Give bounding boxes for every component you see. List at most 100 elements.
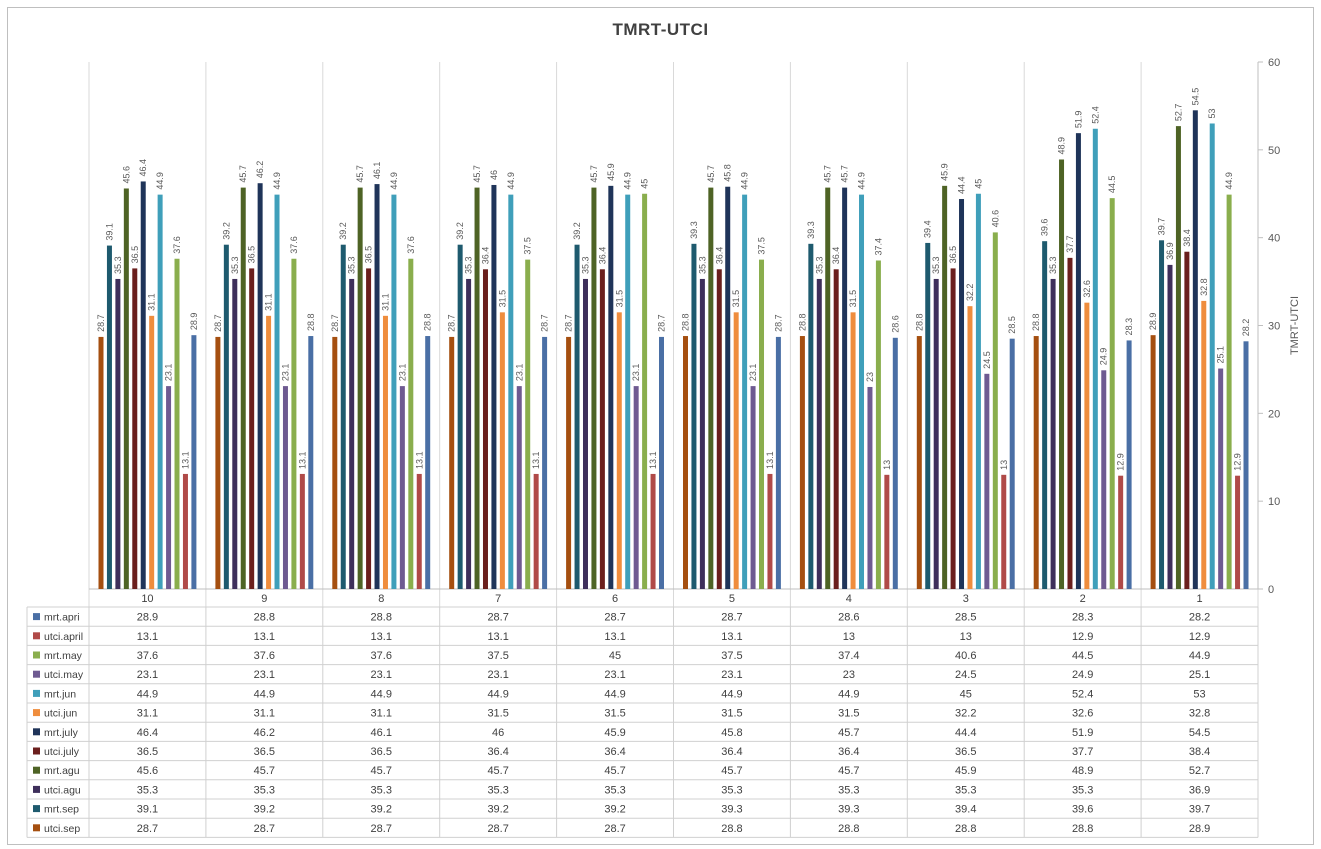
table-cell: 28.7 bbox=[487, 612, 508, 624]
data-label: 28.8 bbox=[797, 314, 807, 332]
table-cell: 39.3 bbox=[721, 804, 742, 816]
chart-frame bbox=[7, 7, 1314, 845]
data-label: 31.1 bbox=[147, 293, 157, 311]
data-label: 44.4 bbox=[957, 176, 967, 194]
y-tick-label: 40 bbox=[1268, 233, 1280, 245]
bar bbox=[975, 193, 981, 589]
bar bbox=[1209, 123, 1215, 589]
y-tick-label: 60 bbox=[1268, 57, 1280, 69]
data-label: 37.5 bbox=[523, 237, 533, 255]
bar bbox=[775, 336, 781, 589]
table-cell: 45.7 bbox=[604, 765, 625, 777]
data-label: 32.2 bbox=[965, 284, 975, 302]
category-label: 1 bbox=[1196, 593, 1202, 605]
legend-key bbox=[33, 747, 40, 755]
table-cell: 28.7 bbox=[604, 612, 625, 624]
bar bbox=[984, 373, 990, 589]
data-label: 44.9 bbox=[740, 172, 750, 190]
table-cell: 44.5 bbox=[1072, 650, 1093, 662]
bar bbox=[98, 336, 104, 589]
data-label: 45.7 bbox=[706, 165, 716, 183]
data-label: 25.1 bbox=[1216, 346, 1226, 364]
bar bbox=[691, 243, 697, 589]
data-label: 45.7 bbox=[472, 165, 482, 183]
table-cell: 32.6 bbox=[1072, 708, 1093, 720]
table-cell: 36.4 bbox=[604, 746, 625, 758]
data-label: 36.9 bbox=[1165, 242, 1175, 260]
table-cell: 45.9 bbox=[955, 765, 976, 777]
data-label: 35.3 bbox=[230, 256, 240, 274]
bar bbox=[399, 386, 405, 589]
bar bbox=[1175, 126, 1181, 589]
data-label: 39.2 bbox=[338, 222, 348, 240]
bar bbox=[825, 187, 831, 589]
bar bbox=[742, 194, 748, 589]
data-label: 24.9 bbox=[1099, 348, 1109, 366]
data-label: 28.7 bbox=[330, 314, 340, 332]
data-label: 44.9 bbox=[155, 172, 165, 190]
bar bbox=[650, 473, 656, 589]
table-cell: 45.7 bbox=[371, 765, 392, 777]
category-label: 7 bbox=[495, 593, 501, 605]
data-label: 13 bbox=[882, 460, 892, 470]
table-cell: 44.9 bbox=[137, 688, 158, 700]
data-label: 31.1 bbox=[380, 293, 390, 311]
table-cell: 45.6 bbox=[137, 765, 158, 777]
data-label: 39.7 bbox=[1157, 218, 1167, 236]
bar bbox=[132, 268, 138, 589]
table-cell: 45 bbox=[609, 650, 621, 662]
table-cell: 31.5 bbox=[487, 708, 508, 720]
bar bbox=[716, 269, 722, 589]
table-cell: 23.1 bbox=[487, 669, 508, 681]
bar bbox=[942, 185, 948, 589]
data-label: 12.9 bbox=[1116, 453, 1126, 471]
table-cell: 28.8 bbox=[955, 823, 976, 835]
bar bbox=[633, 386, 639, 589]
table-cell: 28.8 bbox=[838, 823, 859, 835]
legend-label: mrt.apri bbox=[44, 612, 80, 624]
table-cell: 39.1 bbox=[137, 804, 158, 816]
table-cell: 36.5 bbox=[955, 746, 976, 758]
table-cell: 35.3 bbox=[721, 784, 742, 796]
table-cell: 28.7 bbox=[371, 823, 392, 835]
legend-label: utci.july bbox=[44, 746, 80, 758]
data-label: 28.9 bbox=[189, 313, 199, 331]
data-label: 13.1 bbox=[180, 451, 190, 469]
data-label: 28.7 bbox=[657, 314, 667, 332]
data-label: 37.5 bbox=[757, 237, 767, 255]
bar bbox=[457, 244, 463, 589]
table-cell: 36.5 bbox=[254, 746, 275, 758]
data-label: 31.5 bbox=[731, 290, 741, 308]
bar bbox=[992, 232, 998, 589]
bar bbox=[366, 268, 372, 589]
bar bbox=[566, 336, 572, 589]
table-cell: 12.9 bbox=[1072, 631, 1093, 643]
category-label: 5 bbox=[729, 593, 735, 605]
legend-key bbox=[33, 670, 40, 678]
y-axis-title: TMRT-UTCI bbox=[1289, 296, 1301, 355]
bar bbox=[733, 312, 739, 589]
data-label: 52.7 bbox=[1173, 104, 1183, 122]
table-cell: 23.1 bbox=[721, 669, 742, 681]
bar bbox=[282, 386, 288, 589]
bar bbox=[1101, 370, 1107, 589]
bar bbox=[842, 187, 848, 589]
data-label: 28.8 bbox=[914, 314, 924, 332]
data-label: 28.8 bbox=[1031, 314, 1041, 332]
table-cell: 35.3 bbox=[254, 784, 275, 796]
bar bbox=[1118, 475, 1124, 589]
bar bbox=[1092, 128, 1098, 589]
bar bbox=[466, 278, 472, 589]
bar bbox=[266, 315, 272, 589]
bar bbox=[542, 336, 548, 589]
bar bbox=[299, 473, 305, 589]
data-label: 23.1 bbox=[514, 364, 524, 382]
data-label: 39.3 bbox=[806, 221, 816, 239]
data-label: 45.7 bbox=[238, 165, 248, 183]
legend-key bbox=[33, 689, 40, 697]
legend-key bbox=[33, 805, 40, 813]
table-cell: 36.5 bbox=[137, 746, 158, 758]
data-label: 36.5 bbox=[130, 246, 140, 264]
table-cell: 51.9 bbox=[1072, 727, 1093, 739]
bar bbox=[1001, 474, 1007, 589]
